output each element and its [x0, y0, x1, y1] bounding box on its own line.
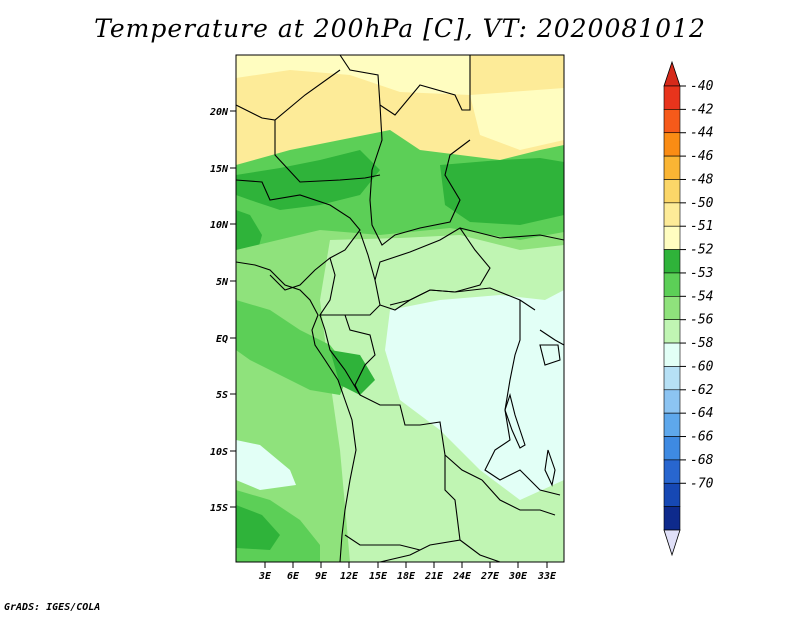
colorbar-label: -56	[690, 313, 714, 328]
grads-credit: GrADS: IGES/COLA	[4, 602, 101, 613]
colorbar-label: -54	[690, 289, 713, 304]
colorbar-label: -68	[690, 453, 714, 468]
colorbar-swatch	[663, 506, 681, 531]
field-dark-green-coast	[330, 350, 375, 395]
colorbar-label: -70	[690, 476, 714, 491]
lake-malawi	[544, 449, 556, 487]
lon-label-33e: 33E	[537, 571, 557, 582]
lake-victoria	[539, 344, 561, 366]
field-green-west	[236, 300, 350, 395]
colorbar-label: -42	[690, 102, 714, 117]
colorbar-label: -40	[690, 79, 714, 94]
colorbar-label: -46	[690, 149, 714, 164]
border-zambia-zimbabwe	[459, 539, 501, 562]
lat-label-15n: 15N	[210, 164, 229, 175]
colorbar-label: -48	[690, 172, 714, 187]
colorbar-label: -58	[690, 336, 714, 351]
colorbar-swatch	[663, 342, 681, 367]
longitude-axis: 3E 6E 9E 12E 15E 18E 21E 24E 27E 30E 33E	[258, 562, 557, 582]
colorbar-swatch	[663, 482, 681, 507]
field-cyan-sw	[236, 440, 296, 490]
colorbar-swatch	[663, 202, 681, 227]
colorbar-label: -51	[690, 219, 713, 234]
colorbar-swatch	[663, 109, 681, 134]
colorbar-top-triangle	[663, 60, 681, 87]
lat-label-10s: 10S	[210, 447, 228, 458]
lat-label-5n: 5N	[216, 277, 229, 288]
colorbar-swatch	[663, 85, 681, 110]
field-dark-green-2	[440, 158, 564, 225]
colorbar-bottom-triangle	[663, 529, 681, 557]
colorbar-label: -50	[690, 196, 714, 211]
chart-title: Temperature at 200hPa [C], VT: 202008101…	[94, 14, 706, 43]
colorbar-label: -64	[690, 406, 713, 421]
border-gabon	[319, 314, 361, 396]
country-borders	[236, 55, 564, 562]
colorbar-label: -44	[690, 126, 713, 141]
lon-label-15e: 15E	[369, 571, 388, 582]
border-chad-sudan	[369, 104, 471, 246]
temperature-field	[236, 55, 564, 562]
colorbar-swatch	[663, 296, 681, 320]
lon-label-12e: 12E	[340, 571, 359, 582]
lon-label-3e: 3E	[258, 571, 272, 582]
border-nigeria	[236, 179, 361, 291]
lon-label-30e: 30E	[508, 571, 528, 582]
colorbar-swatch	[663, 155, 681, 180]
latitude-axis: 20N 15N 10N 5N EQ 5S 10S 15S	[209, 107, 236, 514]
colorbar-label: -66	[690, 430, 714, 445]
lon-label-6e: 6E	[287, 571, 300, 582]
border-drc-angola	[359, 394, 483, 481]
border-tanzania	[539, 329, 564, 346]
lake-tanganyika	[504, 393, 526, 449]
lon-label-21e: 21E	[424, 571, 444, 582]
colorbar-swatch	[663, 412, 681, 437]
colorbar-swatch	[663, 272, 681, 297]
border-cameroon	[318, 231, 381, 316]
lon-label-24e: 24E	[452, 571, 472, 582]
colorbar-label: -52	[690, 243, 714, 258]
border-congo	[344, 314, 376, 396]
lat-label-10n: 10N	[210, 220, 229, 231]
colorbar-swatch	[663, 389, 681, 414]
field-light-yellow-2	[470, 88, 564, 150]
colorbar-label: -60	[690, 359, 714, 374]
lon-label-27e: 27E	[480, 571, 500, 582]
colorbar-label: -53	[690, 266, 713, 281]
lat-label-20n: 20N	[209, 107, 229, 118]
field-dark-green-1	[236, 150, 380, 210]
colorbar-swatch	[663, 132, 681, 157]
colorbar-swatch	[663, 179, 681, 204]
border-drc-north	[379, 287, 536, 311]
colorbar-label: -62	[690, 383, 714, 398]
border-libya-sudan	[339, 55, 471, 116]
border-east	[484, 300, 561, 496]
lat-label-15s: 15S	[210, 503, 228, 514]
colorbar-swatch	[663, 459, 681, 484]
border-angola-namibia	[344, 534, 421, 551]
field-light-yellow	[236, 55, 470, 95]
field-dark-green-sw	[236, 505, 280, 550]
colorbar-swatch	[663, 225, 681, 250]
coast-west-africa	[236, 261, 357, 562]
colorbar: -40 -42 -44 -46 -48 -50 -51 -52 -53 -54 -56 -58 -60 -…	[663, 60, 714, 557]
lat-label-5s: 5S	[216, 390, 228, 401]
lon-label-9e: 9E	[315, 571, 328, 582]
lon-label-18e: 18E	[397, 571, 416, 582]
border-zambia-east	[481, 479, 556, 516]
colorbar-swatch	[663, 319, 681, 344]
colorbar-swatch	[663, 249, 681, 274]
border-south-sudan	[459, 227, 564, 241]
lat-label-eq: EQ	[216, 334, 228, 345]
colorbar-swatch	[663, 366, 681, 391]
map-frame	[235, 54, 565, 563]
colorbar-swatch	[663, 436, 681, 461]
border-niger-chad	[274, 120, 381, 183]
